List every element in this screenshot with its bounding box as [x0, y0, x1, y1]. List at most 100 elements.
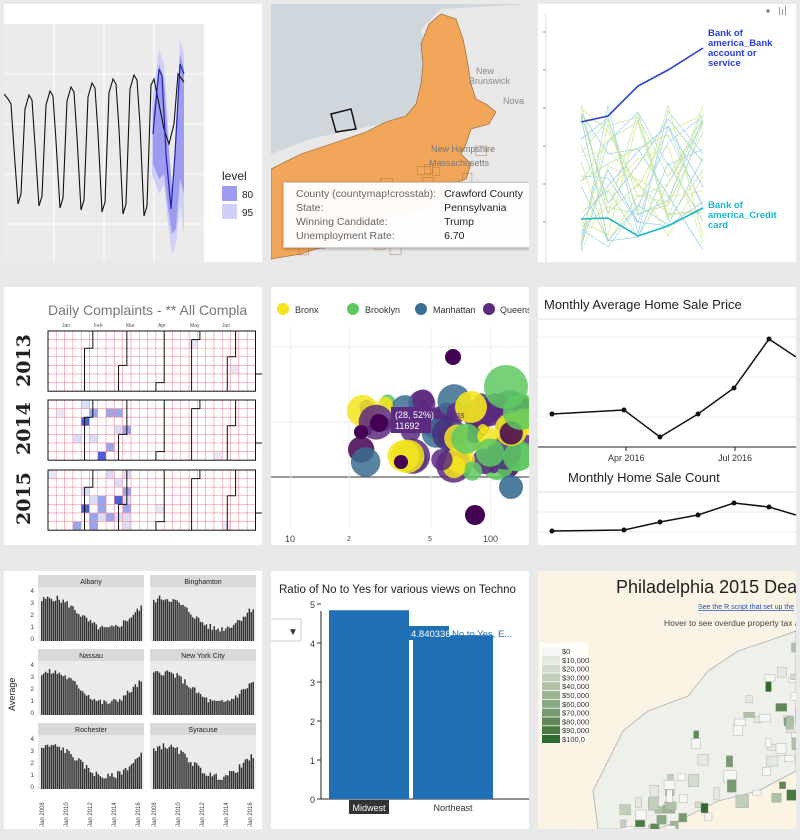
day-cell[interactable]: [172, 451, 182, 461]
background-series-line[interactable]: [580, 134, 704, 206]
tract[interactable]: [784, 755, 795, 762]
day-cell[interactable]: [139, 486, 148, 497]
day-cell[interactable]: [105, 504, 115, 514]
day-cell[interactable]: [172, 339, 182, 349]
day-cell[interactable]: [172, 425, 182, 435]
tract[interactable]: [732, 723, 743, 736]
background-series-line[interactable]: [580, 150, 704, 237]
day-cell[interactable]: [114, 356, 123, 366]
day-cell[interactable]: [130, 382, 140, 392]
day-cell[interactable]: [205, 495, 215, 505]
day-cell[interactable]: [139, 339, 148, 349]
day-cell[interactable]: [72, 504, 82, 514]
day-cell[interactable]: [139, 478, 148, 488]
day-cell[interactable]: [188, 504, 198, 514]
bubble[interactable]: [451, 423, 482, 454]
legend-dot-bronx[interactable]: [277, 303, 289, 315]
day-cell[interactable]: [139, 408, 148, 418]
legend-label-brooklyn[interactable]: Brooklyn: [365, 305, 400, 315]
day-cell[interactable]: [213, 330, 223, 340]
day-cell[interactable]: [105, 521, 115, 531]
day-cell[interactable]: [163, 521, 173, 531]
day-cell[interactable]: [155, 330, 165, 340]
day-cell[interactable]: [80, 495, 90, 505]
day-cell[interactable]: [130, 416, 140, 427]
day-cell[interactable]: [89, 382, 99, 392]
day-cell[interactable]: [188, 521, 198, 531]
day-cell[interactable]: [47, 442, 57, 452]
day-cell[interactable]: [230, 425, 240, 435]
day-cell[interactable]: [105, 365, 115, 375]
day-cell[interactable]: [246, 425, 256, 435]
day-cell[interactable]: [139, 416, 148, 427]
day-cell[interactable]: [230, 486, 240, 497]
background-series-line[interactable]: [580, 117, 704, 216]
day-cell[interactable]: [230, 478, 240, 488]
day-cell[interactable]: [155, 408, 165, 418]
dropdown-chevron-icon[interactable]: ▼: [288, 627, 298, 638]
day-cell[interactable]: [238, 399, 248, 409]
day-cell[interactable]: [205, 425, 215, 435]
day-cell[interactable]: [56, 442, 65, 452]
day-cell[interactable]: [197, 399, 206, 409]
day-cell[interactable]: [89, 408, 99, 418]
day-cell[interactable]: [114, 486, 123, 497]
day-cell[interactable]: [122, 382, 132, 392]
day-cell[interactable]: [197, 365, 206, 375]
legend-label-queens[interactable]: Queens: [500, 305, 529, 315]
county[interactable]: [432, 167, 441, 176]
day-cell[interactable]: [155, 469, 165, 479]
day-cell[interactable]: [114, 339, 123, 349]
day-cell[interactable]: [163, 382, 173, 392]
day-cell[interactable]: [130, 373, 140, 383]
day-cell[interactable]: [205, 347, 215, 358]
day-cell[interactable]: [188, 425, 198, 435]
day-cell[interactable]: [80, 356, 90, 366]
day-cell[interactable]: [56, 408, 65, 418]
day-cell[interactable]: [80, 521, 90, 531]
day-cell[interactable]: [56, 416, 65, 427]
day-cell[interactable]: [238, 486, 248, 497]
day-cell[interactable]: [205, 399, 215, 409]
day-cell[interactable]: [188, 434, 198, 444]
day-cell[interactable]: [238, 356, 248, 366]
day-cell[interactable]: [97, 416, 107, 427]
day-cell[interactable]: [114, 408, 123, 418]
day-cell[interactable]: [64, 521, 74, 531]
background-series-line[interactable]: [580, 107, 704, 188]
day-cell[interactable]: [188, 416, 198, 427]
day-cell[interactable]: [180, 442, 190, 452]
day-cell[interactable]: [213, 425, 223, 435]
day-cell[interactable]: [163, 373, 173, 383]
day-cell[interactable]: [122, 365, 132, 375]
day-cell[interactable]: [80, 347, 90, 358]
day-cell[interactable]: [130, 495, 140, 505]
day-cell[interactable]: [155, 425, 165, 435]
day-cell[interactable]: [180, 330, 190, 340]
day-cell[interactable]: [205, 382, 215, 392]
day-cell[interactable]: [230, 416, 240, 427]
day-cell[interactable]: [163, 356, 173, 366]
day-cell[interactable]: [64, 382, 74, 392]
day-cell[interactable]: [56, 347, 65, 358]
day-cell[interactable]: [89, 495, 99, 505]
day-cell[interactable]: [246, 356, 256, 366]
day-cell[interactable]: [172, 373, 182, 383]
day-cell[interactable]: [105, 451, 115, 461]
day-cell[interactable]: [47, 425, 57, 435]
day-cell[interactable]: [80, 373, 90, 383]
day-cell[interactable]: [64, 486, 74, 497]
day-cell[interactable]: [222, 504, 231, 514]
day-cell[interactable]: [105, 330, 115, 340]
day-cell[interactable]: [155, 339, 165, 349]
day-cell[interactable]: [64, 504, 74, 514]
bubble[interactable]: [431, 448, 453, 471]
day-cell[interactable]: [230, 469, 240, 479]
day-cell[interactable]: [89, 339, 99, 349]
day-cell[interactable]: [155, 365, 165, 375]
day-cell[interactable]: [139, 347, 148, 358]
day-cell[interactable]: [72, 399, 82, 409]
day-cell[interactable]: [56, 434, 65, 444]
background-series-line[interactable]: [580, 116, 704, 248]
day-cell[interactable]: [222, 408, 231, 418]
